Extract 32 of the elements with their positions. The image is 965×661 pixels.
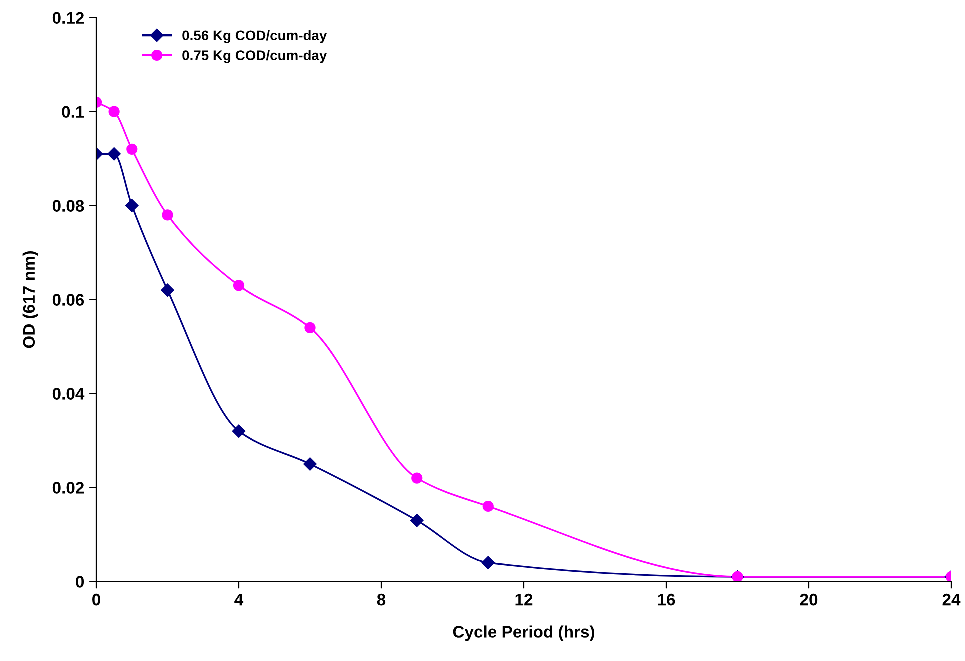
point — [412, 472, 423, 484]
point — [304, 458, 317, 471]
point — [233, 280, 245, 292]
y-tick-label: 0.08 — [52, 200, 84, 212]
x-tick-label: 24 — [942, 594, 961, 606]
x-tick-label: 4 — [234, 594, 244, 606]
legend-label: 0.56 Kg COD/cum-day — [182, 30, 328, 44]
point — [108, 106, 120, 118]
legend-label: 0.75 Kg COD/cum-day — [182, 50, 328, 64]
y-tick-label: 0.12 — [52, 12, 84, 24]
point — [232, 424, 246, 438]
y-axis-title: OD (617 nm) — [22, 252, 38, 348]
point — [482, 556, 495, 570]
point — [126, 199, 139, 212]
y-tick-label: 0.1 — [62, 106, 84, 118]
x-tick-label: 0 — [92, 594, 100, 606]
y-tick-label: 0.04 — [52, 388, 85, 400]
x-tick-label: 12 — [516, 594, 533, 606]
x-tick-label: 20 — [800, 594, 818, 606]
x-tick-label: 8 — [377, 594, 386, 606]
x-tick-label: 16 — [658, 594, 676, 606]
y-tick-label: 0.06 — [52, 294, 84, 306]
y-tick-label: 0.02 — [52, 482, 84, 494]
point — [161, 284, 174, 297]
point — [410, 514, 424, 528]
point — [304, 322, 316, 334]
point — [482, 500, 494, 512]
y-tick-label: 0 — [76, 576, 84, 588]
point — [162, 210, 174, 221]
point — [126, 144, 138, 155]
x-axis-title: Cycle Period (hrs) — [453, 626, 594, 642]
point — [108, 148, 121, 161]
